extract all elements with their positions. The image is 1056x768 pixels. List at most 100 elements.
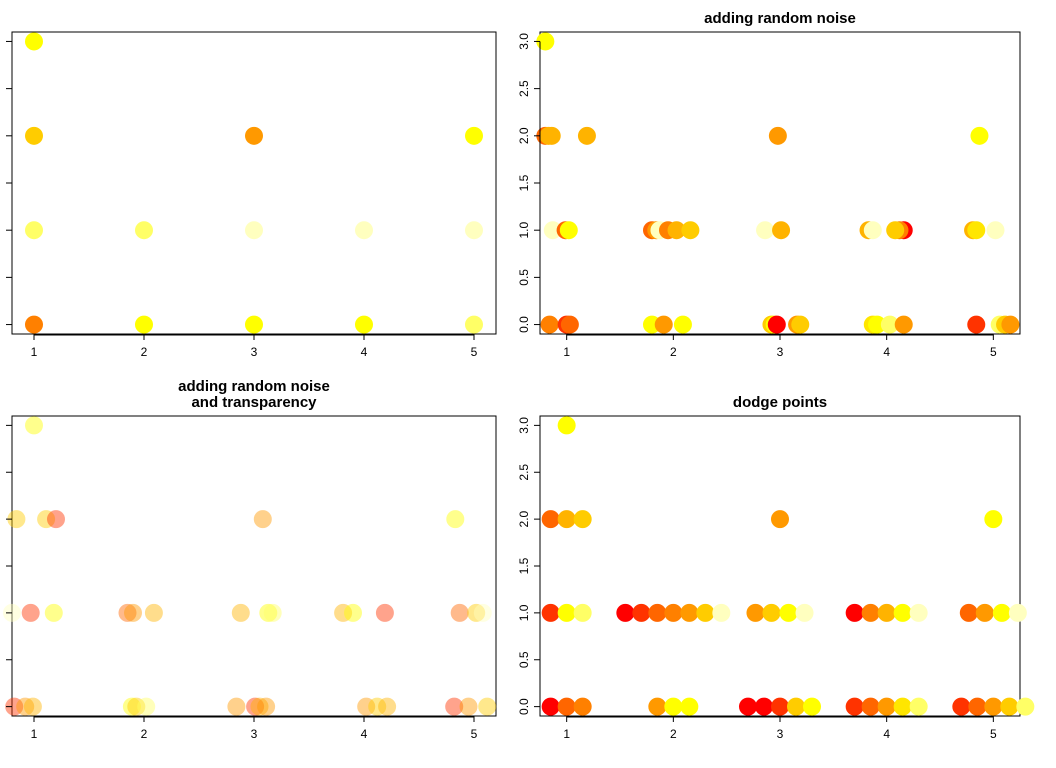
data-point [771,697,789,716]
y-tick-label: 2.5 [517,80,531,97]
data-point [863,221,882,240]
x-tick-label: 2 [141,727,148,741]
data-point [861,697,880,716]
x-tick-label: 5 [471,345,478,359]
panel-2-x-axis: 1 2 3 4 5 [563,334,997,359]
data-point [877,697,896,716]
data-point [135,221,153,240]
data-point [970,126,989,145]
data-point [25,315,43,334]
title-line: and transparency [191,394,317,411]
data-point [771,510,789,529]
data-point [667,221,686,240]
data-point [664,603,683,622]
data-point [967,315,986,334]
data-point [648,603,667,622]
panel-2-y-axis: 0.0 0.5 1.0 1.5 2.0 2.5 3.0 [517,33,541,333]
data-point [543,221,562,240]
data-point [755,697,773,716]
data-point [259,603,278,622]
data-point [467,603,486,622]
panel-1-y-axis [6,40,12,326]
data-point [37,510,56,529]
data-point [868,315,887,334]
data-point [122,697,141,716]
data-point [673,315,692,334]
data-point [357,697,376,716]
panel-3-points [3,416,497,716]
data-point [25,221,43,240]
data-point [696,603,715,622]
data-point [756,221,775,240]
y-tick-label: 0.0 [517,698,531,715]
data-point [16,697,35,716]
data-point [21,603,40,622]
data-point [445,697,464,716]
data-point [573,510,592,529]
y-tick-label: 2.5 [517,464,531,481]
data-point [465,221,483,240]
data-point [654,315,673,334]
x-tick-label: 1 [31,345,38,359]
data-point [984,510,1003,529]
panel-2-title: adding random noise [704,10,856,27]
data-point [473,603,492,622]
data-point [44,603,63,622]
data-point [542,126,561,145]
panel-1-x-axis: 1 2 3 4 5 [31,334,478,359]
data-point [739,697,757,716]
data-point [245,315,263,334]
data-point [557,510,576,529]
data-point [231,603,250,622]
x-tick-label: 4 [883,727,890,741]
panel-3-y-axis [6,424,12,708]
data-point [664,697,683,716]
data-point [573,697,592,716]
y-tick-label: 0.0 [517,316,531,333]
y-tick-label: 1.5 [517,557,531,574]
x-tick-label: 2 [670,727,677,741]
data-point [986,221,1005,240]
data-point [245,221,263,240]
data-point [23,697,42,716]
data-point [791,315,810,334]
data-point [541,603,560,622]
data-point [227,697,246,716]
data-point [459,697,478,716]
x-tick-label: 1 [31,727,38,741]
data-point [355,315,373,334]
data-point [135,315,153,334]
x-tick-label: 2 [141,345,148,359]
data-point [478,697,497,716]
data-point [861,603,880,622]
data-point [124,603,142,622]
data-point [557,697,576,716]
data-point [25,32,43,51]
data-point [465,315,483,334]
x-tick-label: 2 [670,345,677,359]
panel-4-y-axis: 0.0 0.5 1.0 1.5 2.0 2.5 3.0 [517,417,541,715]
y-tick-label: 3.0 [517,417,531,434]
data-point [127,697,146,716]
data-point [1000,697,1019,716]
panel-1-points [25,32,483,334]
title-line: adding random noise [178,378,330,395]
data-point [540,315,559,334]
data-point [762,603,781,622]
data-point [746,603,765,622]
data-point [368,697,387,716]
y-tick-label: 0.5 [517,269,531,286]
y-tick-label: 1.5 [517,174,531,191]
data-point [680,697,699,716]
data-point [559,221,578,240]
data-point [968,697,987,716]
data-point [616,603,635,622]
x-tick-label: 4 [883,345,890,359]
data-point [909,697,928,716]
data-point [1001,315,1020,334]
data-point [7,510,26,529]
data-point [1008,603,1027,622]
data-point [893,603,912,622]
